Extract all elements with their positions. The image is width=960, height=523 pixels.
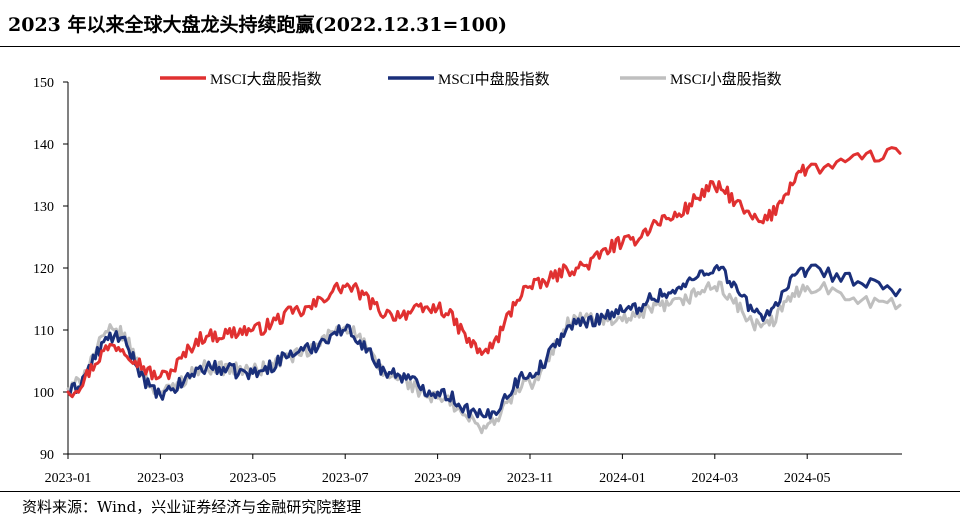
y-tick-label: 90 — [40, 448, 54, 463]
x-tick-label: 2024-05 — [784, 471, 831, 486]
x-tick-label: 2023-07 — [322, 471, 369, 486]
x-tick-label: 2023-11 — [507, 471, 553, 486]
chart-legend: MSCI大盘股指数 MSCI中盘股指数 MSCI小盘股指数 — [160, 70, 782, 88]
y-tick-label: 140 — [33, 138, 54, 153]
title-divider — [0, 46, 960, 47]
chart-axes: 90 100 110 120 130 140 150 2023-01 2023-03 2023-0… — [33, 76, 902, 486]
legend-label-2: MSCI中盘股指数 — [438, 70, 550, 88]
x-tick-label: 2023-05 — [229, 471, 276, 486]
chart-series — [66, 146, 902, 435]
y-tick-label: 150 — [33, 76, 54, 91]
y-tick-label: 110 — [34, 324, 54, 339]
x-tick-label: 2023-03 — [137, 471, 184, 486]
series-line-2 — [66, 263, 902, 420]
source-note: 资料来源：Wind，兴业证券经济与金融研究院整理 — [22, 498, 362, 516]
legend-label-1: MSCI大盘股指数 — [210, 70, 322, 88]
x-tick-label: 2023-09 — [414, 471, 461, 486]
source-divider — [0, 491, 960, 492]
legend-label-3: MSCI小盘股指数 — [670, 70, 782, 88]
x-tick-label: 2024-01 — [599, 471, 646, 486]
y-tick-label: 120 — [33, 262, 54, 277]
series-line-3 — [66, 280, 902, 435]
chart-title: 2023 年以来全球大盘龙头持续跑赢(2022.12.31=100) — [8, 14, 508, 36]
y-tick-label: 130 — [33, 200, 54, 215]
y-tick-label: 100 — [33, 386, 54, 401]
x-tick-label: 2024-03 — [691, 471, 738, 486]
x-tick-label: 2023-01 — [45, 471, 92, 486]
series-line-1 — [66, 146, 902, 399]
